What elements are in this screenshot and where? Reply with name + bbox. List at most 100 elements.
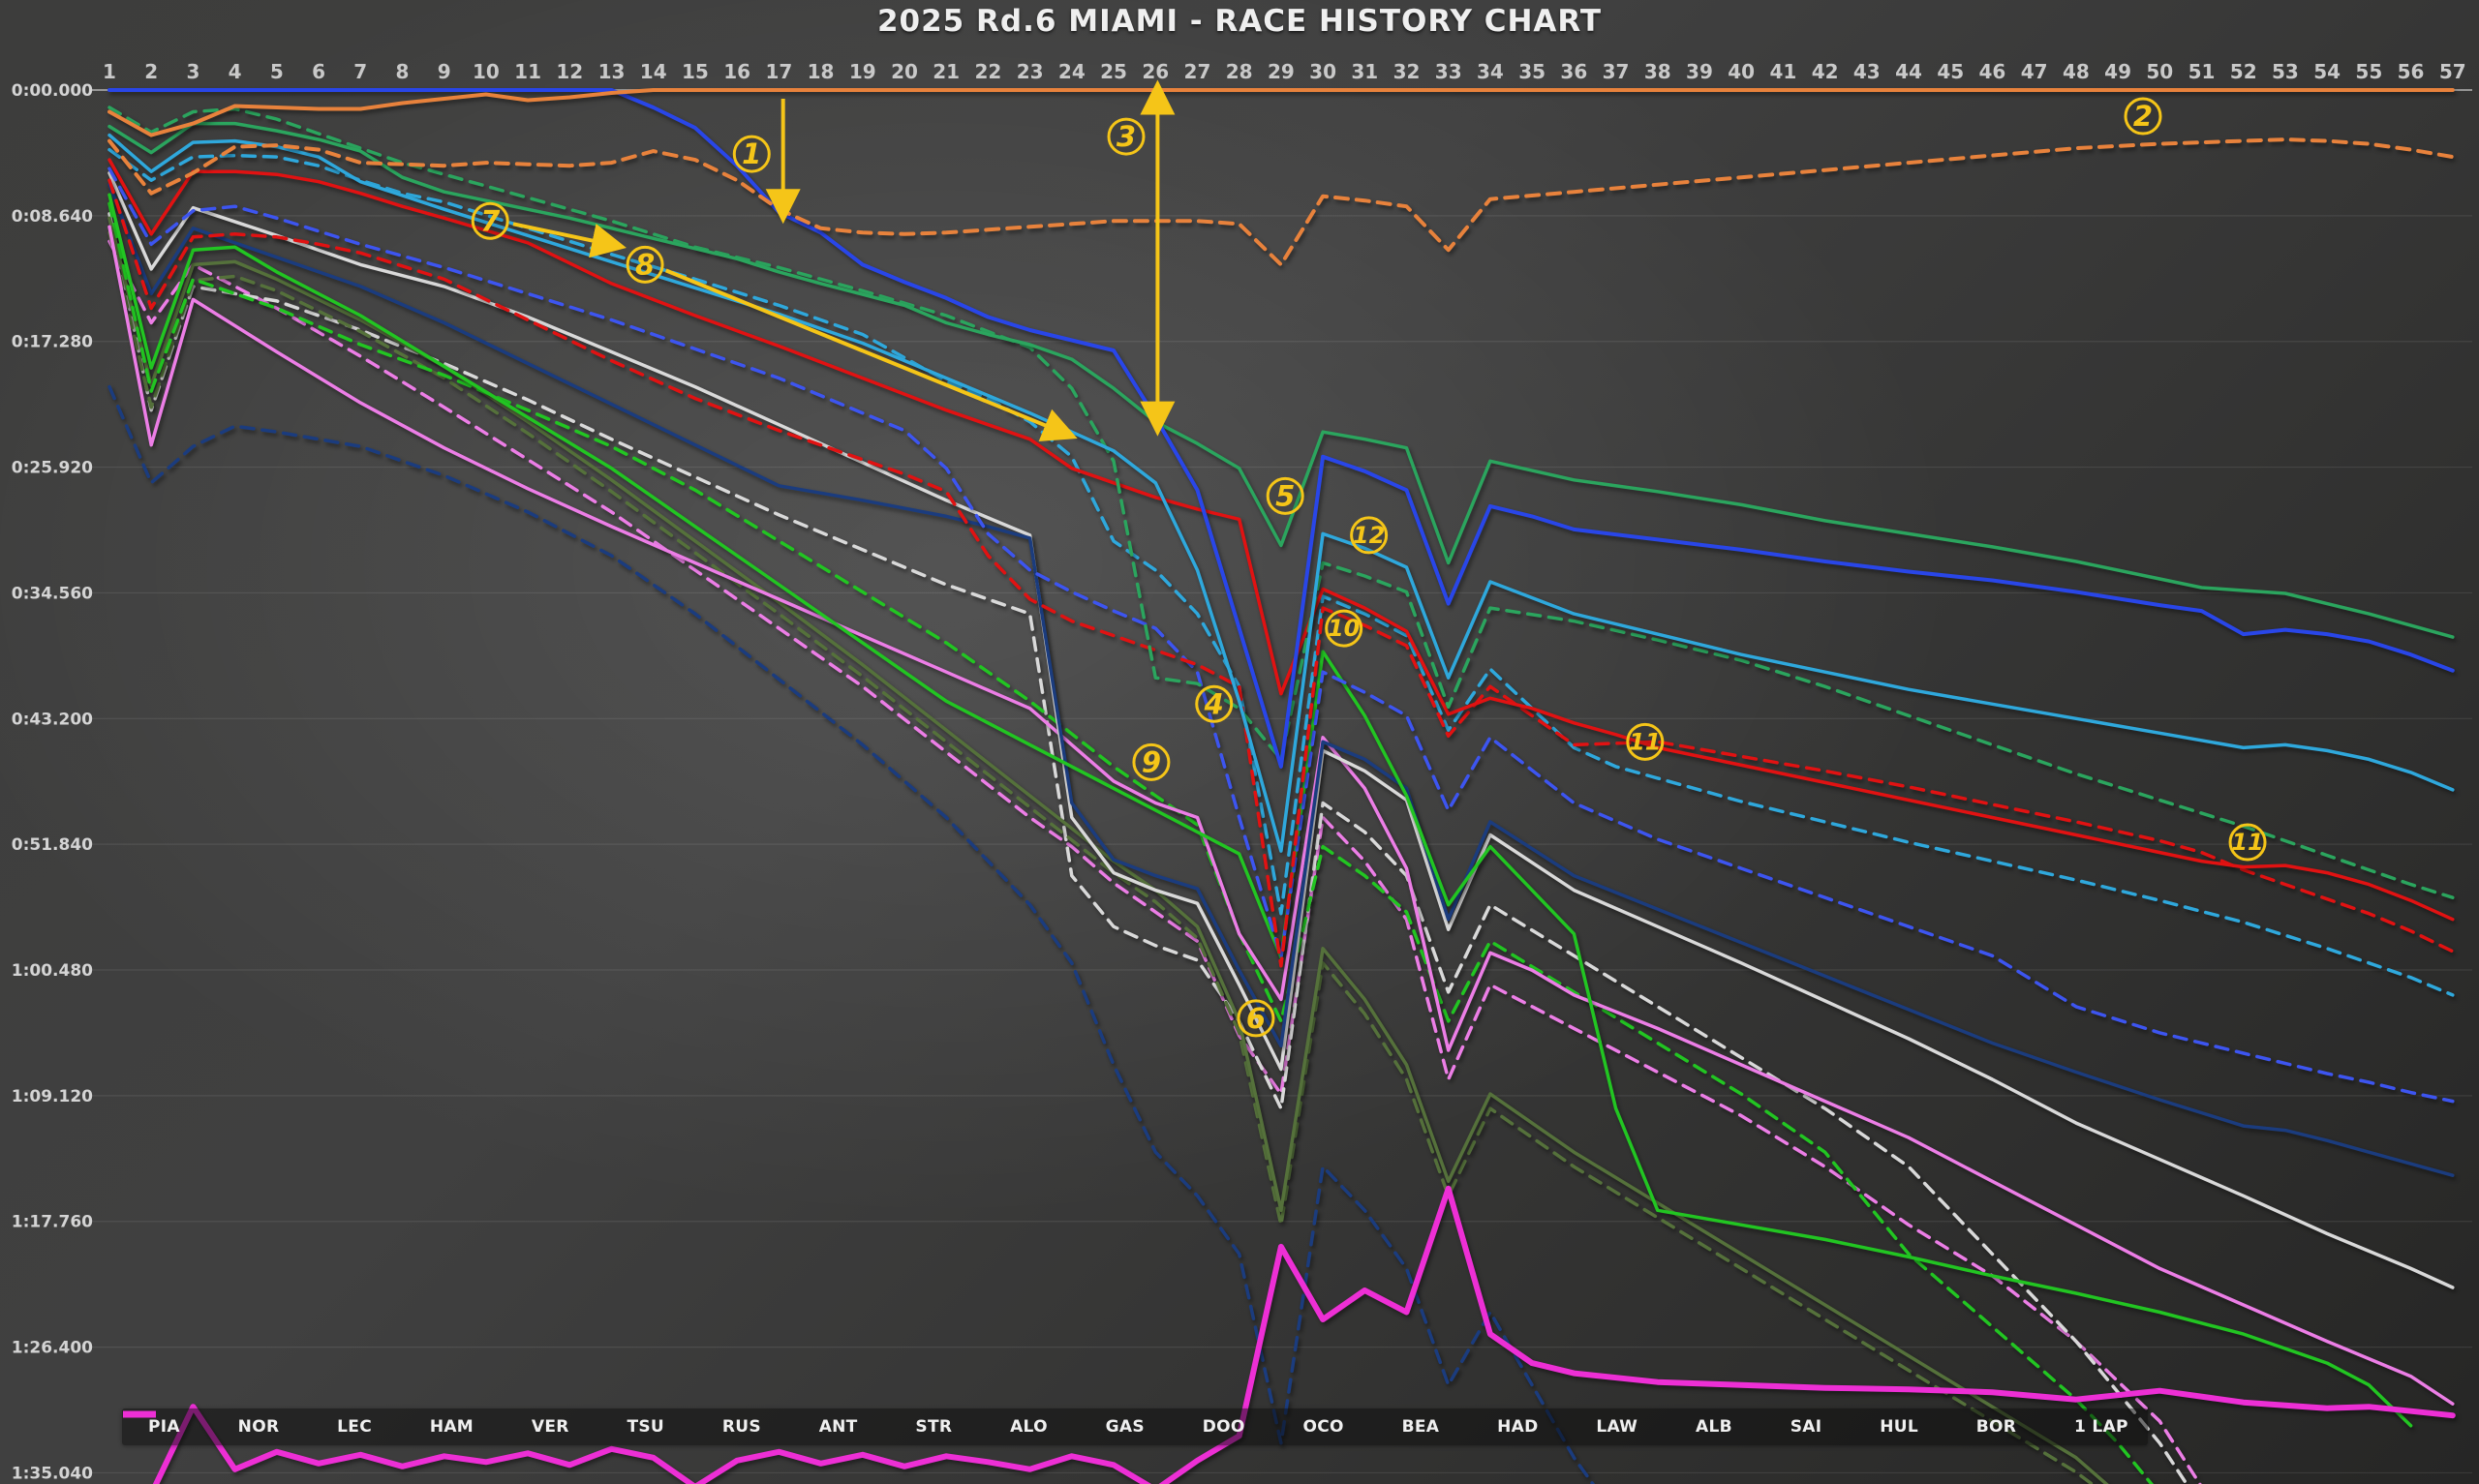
legend-item-str: STR — [123, 1411, 953, 1437]
x-tick-label: 42 — [1812, 60, 1839, 83]
x-tick-label: 52 — [2230, 60, 2257, 83]
x-tick-label: 33 — [1435, 60, 1462, 83]
annotation-number: 2 — [2133, 100, 2153, 133]
x-tick-label: 56 — [2398, 60, 2425, 83]
x-tick-label: 12 — [556, 60, 583, 83]
annotation-2: 2 — [2124, 97, 2162, 136]
legend-label: STR — [915, 1417, 953, 1437]
series-lines — [107, 88, 2456, 1484]
annotation-11: 11 — [1626, 722, 1665, 761]
annotation-number: 6 — [1246, 1002, 1266, 1035]
annotation-11: 11 — [2228, 823, 2267, 862]
legend-label: LEC — [337, 1417, 372, 1437]
legend-label: ALB — [1696, 1417, 1732, 1437]
x-tick-label: 22 — [974, 60, 1001, 83]
x-tick-label: 23 — [1017, 60, 1044, 83]
series-line-alb — [107, 133, 2455, 853]
x-tick-label: 21 — [933, 60, 960, 83]
annotation-1: 1 — [732, 135, 771, 173]
y-tick-label: 0:34.560 — [12, 584, 93, 603]
legend-item-doo: DOO — [123, 1411, 1245, 1437]
series-line-str — [107, 216, 2109, 1484]
annotation-number: 1 — [742, 137, 761, 170]
x-tick-label: 4 — [229, 60, 242, 83]
legend-item-ham: HAM — [123, 1411, 474, 1437]
annotation-number: 3 — [1117, 120, 1136, 153]
legend-item-ant: ANT — [123, 1411, 858, 1437]
legend-label: SAI — [1790, 1417, 1822, 1437]
x-tick-label: 5 — [270, 60, 284, 83]
series-line-nor — [107, 137, 2455, 267]
y-tick-label: 1:17.760 — [12, 1213, 93, 1232]
x-tick-label: 45 — [1937, 60, 1964, 83]
annotation-number: 11 — [2231, 829, 2263, 856]
x-tick-label: 25 — [1100, 60, 1127, 83]
annotation-7: 7 — [471, 201, 509, 240]
annotation-number: 5 — [1275, 479, 1295, 512]
x-tick-label: 51 — [2188, 60, 2216, 83]
legend-item-lec: LEC — [123, 1411, 372, 1437]
x-tick-label: 2 — [144, 60, 158, 83]
legend-item-hul: HUL — [123, 1411, 1918, 1437]
x-tick-label: 55 — [2355, 60, 2382, 83]
legend-label: PIA — [148, 1417, 180, 1437]
annotation-8: 8 — [626, 245, 664, 284]
series-line-pia — [107, 88, 2455, 137]
series-line-tsu — [107, 167, 2455, 1104]
y-tick-label: 0:00.000 — [12, 81, 93, 101]
x-tick-label: 29 — [1268, 60, 1295, 83]
grid: 0:00.000 0:08.640 0:17.280 0:25.920 0:34.560… — [12, 60, 2472, 1483]
y-tick-label: 1:26.400 — [12, 1339, 93, 1358]
x-tick-label: 18 — [808, 60, 835, 83]
x-tick-label: 9 — [438, 60, 451, 83]
x-tick-label: 3 — [186, 60, 199, 83]
legend-label: GAS — [1105, 1417, 1145, 1437]
series-line-1-lap — [152, 1185, 2456, 1484]
legend-label: ANT — [818, 1417, 858, 1437]
legend-item-bor: BOR — [123, 1411, 2016, 1437]
legend-item-sai: SAI — [123, 1411, 1822, 1437]
series-line-rus — [107, 121, 2455, 639]
annotation-6: 6 — [1237, 999, 1275, 1038]
annotation-arrow-3 — [512, 222, 627, 258]
x-tick-label: 44 — [1895, 60, 1922, 83]
legend-label: DOO — [1202, 1417, 1245, 1437]
legend-item-tsu: TSU — [123, 1411, 664, 1437]
annotation-10: 10 — [1325, 609, 1363, 648]
annotation-12: 12 — [1350, 516, 1389, 555]
series-line-bea — [107, 212, 2189, 1484]
legend-item-gas: GAS — [123, 1411, 1145, 1437]
x-tick-label: 28 — [1226, 60, 1253, 83]
x-tick-label: 38 — [1644, 60, 1671, 83]
x-tick-label: 8 — [396, 60, 410, 83]
series-line-ham — [107, 178, 2455, 968]
x-tick-label: 30 — [1309, 60, 1336, 83]
x-tick-label: 13 — [598, 60, 626, 83]
annotation-3: 3 — [1107, 117, 1146, 156]
x-tick-label: 53 — [2272, 60, 2299, 83]
legend-item-law: LAW — [123, 1411, 1638, 1437]
annotation-number: 9 — [1142, 745, 1161, 778]
x-tick-label: 27 — [1184, 60, 1211, 83]
x-tick-label: 6 — [312, 60, 325, 83]
annotation-number: 11 — [1629, 728, 1661, 755]
x-tick-label: 36 — [1560, 60, 1587, 83]
series-line-ver — [107, 88, 2455, 769]
legend-item-alo: ALO — [123, 1411, 1048, 1437]
series-line-doo — [107, 239, 2202, 1484]
x-tick-label: 14 — [640, 60, 667, 83]
legend-item-had: HAD — [123, 1411, 1538, 1437]
x-tick-label: 24 — [1058, 60, 1086, 83]
legend-label: VER — [531, 1417, 569, 1437]
legend-label: BEA — [1401, 1417, 1440, 1437]
legend-item-bea: BEA — [123, 1411, 1440, 1437]
annotation-4: 4 — [1195, 684, 1234, 723]
x-tick-label: 20 — [891, 60, 918, 83]
x-tick-label: 26 — [1142, 60, 1169, 83]
legend-label: LAW — [1596, 1417, 1638, 1437]
x-tick-label: 37 — [1603, 60, 1630, 83]
series-line-oco — [107, 170, 2455, 1289]
series-line-hul — [107, 193, 2413, 1428]
series-line-gas — [107, 225, 2455, 1406]
